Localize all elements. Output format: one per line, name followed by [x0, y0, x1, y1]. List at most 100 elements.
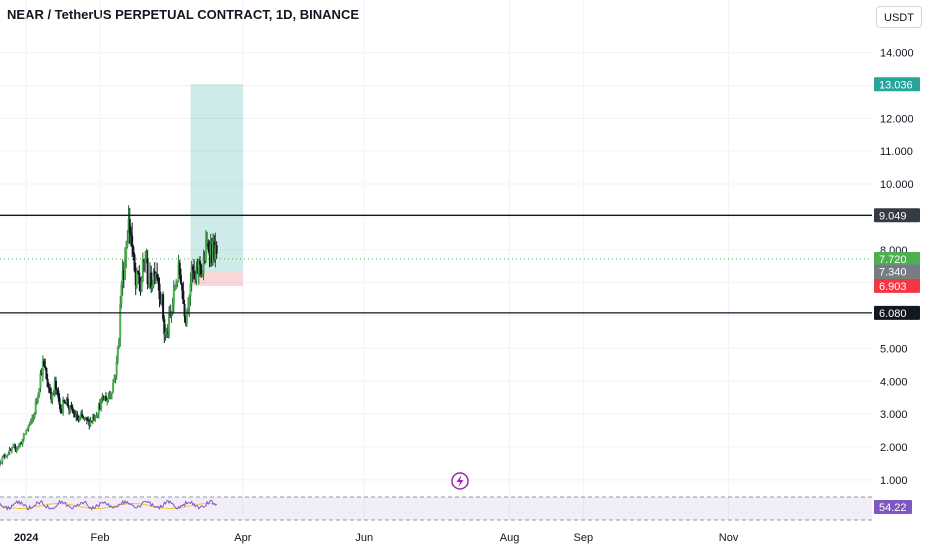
resistance-price-tag-label: 9.049: [879, 210, 907, 222]
candle-body: [209, 243, 212, 256]
candle-body: [91, 417, 94, 421]
time-tick: Apr: [234, 532, 251, 544]
candle-body: [27, 425, 30, 429]
candle-body: [144, 260, 147, 262]
candle-body: [85, 417, 88, 420]
candle-body: [52, 391, 55, 394]
candle-body: [182, 290, 185, 304]
candle-body: [24, 434, 26, 436]
candle-body: [106, 400, 109, 402]
candle-body: [22, 434, 25, 440]
candle-body: [201, 273, 204, 275]
candle-body: [162, 294, 165, 320]
price-tick: 2.000: [880, 442, 908, 454]
candle-body: [35, 399, 38, 402]
candle-body: [14, 446, 17, 451]
time-tick: Nov: [719, 532, 739, 544]
currency-button[interactable]: USDT: [876, 6, 922, 28]
candle-body: [168, 314, 171, 333]
candle-body: [10, 447, 13, 451]
candle-body: [4, 456, 7, 458]
candle-body: [132, 246, 135, 255]
candle-body: [19, 443, 22, 445]
candle-body: [200, 264, 203, 275]
candle-body: [204, 243, 207, 261]
candle-body: [193, 270, 196, 274]
price-tick: 11.000: [880, 146, 913, 158]
candle-body: [94, 417, 97, 419]
candle-body: [45, 368, 48, 379]
candle-body: [149, 272, 151, 284]
candle-body: [125, 247, 128, 259]
candle-body: [174, 288, 176, 290]
candle-body: [116, 347, 119, 362]
candle-body: [69, 405, 72, 410]
price-tick: 4.000: [880, 376, 908, 388]
candle-body: [72, 412, 75, 414]
candle-body: [131, 235, 134, 247]
position-tool[interactable]: [190, 84, 243, 286]
candle-body: [107, 397, 110, 401]
candle-body: [37, 395, 40, 400]
rsi-value-tag: 54.22: [874, 500, 912, 514]
candle-body: [215, 245, 218, 254]
candle-body: [97, 404, 100, 415]
candle-body: [51, 393, 54, 400]
candle-body: [160, 294, 163, 303]
candle-body: [2, 455, 5, 458]
candle-body: [176, 281, 179, 283]
candle-body: [151, 285, 154, 289]
candle-body: [140, 280, 143, 292]
candle-body: [87, 419, 90, 421]
candle-body: [74, 413, 76, 418]
candle-body: [135, 271, 138, 286]
candle-body: [121, 270, 124, 285]
horizontal-lines[interactable]: [0, 214, 872, 314]
candle-body: [29, 419, 32, 424]
time-tick: Aug: [500, 532, 520, 544]
candle-body: [12, 446, 15, 448]
candle-body: [38, 388, 41, 396]
candle-body: [34, 401, 37, 414]
candle-body: [77, 419, 80, 421]
candle-body: [138, 272, 141, 285]
candle-body: [75, 414, 78, 418]
candle-body: [58, 397, 61, 405]
alert-icon-wrap[interactable]: [451, 472, 469, 490]
candle-body: [28, 423, 31, 426]
candle-body: [84, 417, 87, 419]
rsi-pane: [0, 496, 872, 521]
candle-body: [100, 399, 103, 409]
candle-body: [127, 218, 130, 243]
target-price-tag-label: 13.036: [879, 79, 913, 91]
support-price-tag: 6.080: [874, 305, 920, 320]
candle-body: [153, 271, 156, 277]
lightning-icon[interactable]: [451, 472, 469, 490]
candle-body: [178, 262, 181, 275]
candle-body: [165, 332, 168, 334]
candle-body: [81, 413, 84, 417]
candle-body: [32, 417, 35, 419]
candle-body: [113, 378, 116, 383]
candle-body: [79, 413, 82, 418]
candle-body: [185, 309, 188, 324]
candle-body: [68, 405, 71, 410]
candle-body: [169, 314, 172, 316]
candle-body: [143, 259, 146, 262]
candle-body: [206, 242, 209, 244]
candle-body: [9, 449, 12, 451]
candle-body: [197, 260, 200, 274]
candle-body: [49, 388, 51, 393]
candle-body: [40, 372, 43, 376]
profit-zone[interactable]: [190, 84, 243, 272]
candle-body: [172, 288, 175, 305]
candle-body: [210, 243, 213, 263]
candle-body: [59, 404, 62, 413]
candle-body: [25, 430, 28, 435]
candle-body: [164, 332, 167, 335]
candle-body: [145, 257, 148, 261]
candle-body: [189, 283, 192, 297]
candle-body: [66, 398, 69, 406]
entry-price-tag-label: 7.340: [879, 266, 907, 278]
